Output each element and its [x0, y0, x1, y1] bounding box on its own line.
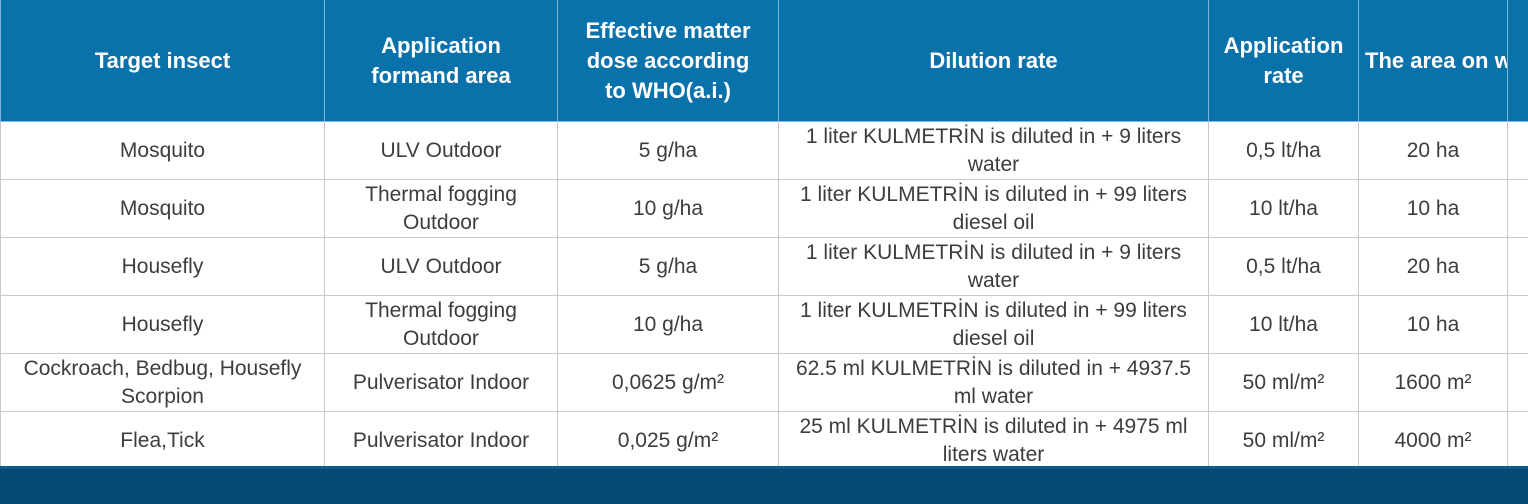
cell-dose: 0,0625 g/m² [557, 353, 779, 412]
cell-application-rate: 0,5 lt/ha [1208, 237, 1359, 296]
cell-extra [1507, 353, 1528, 412]
cell-dose: 5 g/ha [557, 121, 779, 180]
cell-application-rate: 50 ml/m² [1208, 353, 1359, 412]
cell-target-insect: Mosquito [0, 121, 325, 180]
header-area-per-liter: The area on which 1 lt of insecticide is… [1358, 0, 1508, 122]
cell-area: 10 ha [1358, 295, 1508, 354]
header-application-rate: Application rate [1208, 0, 1359, 122]
table-row: Flea,Tick Pulverisator Indoor 0,025 g/m²… [0, 411, 1528, 470]
cell-dose: 10 g/ha [557, 179, 779, 238]
header-target-insect: Target insect [0, 0, 325, 122]
footer-bar [0, 466, 1528, 504]
cell-application-area: Pulverisator Indoor [324, 411, 558, 470]
cell-target-insect: Housefly [0, 237, 325, 296]
cell-dilution-rate: 1 liter KULMETRİN is diluted in + 99 lit… [778, 295, 1209, 354]
cell-application-rate: 0,5 lt/ha [1208, 121, 1359, 180]
header-dilution-rate: Dilution rate [778, 0, 1209, 122]
table-row: Cockroach, Bedbug, Housefly Scorpion Pul… [0, 353, 1528, 412]
cell-area: 20 ha [1358, 237, 1508, 296]
cell-extra [1507, 295, 1528, 354]
cell-application-rate: 10 lt/ha [1208, 179, 1359, 238]
cell-area: 20 ha [1358, 121, 1508, 180]
header-effective-matter-dose: Effective matter dose according to WHO(a… [557, 0, 779, 122]
cell-dilution-rate: 1 liter KULMETRİN is diluted in + 99 lit… [778, 179, 1209, 238]
table-row: Mosquito Thermal fogging Outdoor 10 g/ha… [0, 179, 1528, 238]
cell-dose: 0,025 g/m² [557, 411, 779, 470]
cell-application-area: ULV Outdoor [324, 121, 558, 180]
cell-extra [1507, 411, 1528, 470]
cell-dilution-rate: 1 liter KULMETRİN is diluted in + 9 lite… [778, 237, 1209, 296]
cell-application-area: ULV Outdoor [324, 237, 558, 296]
cell-extra [1507, 179, 1528, 238]
cell-target-insect: Housefly [0, 295, 325, 354]
table-row: Housefly Thermal fogging Outdoor 10 g/ha… [0, 295, 1528, 354]
table-row: Mosquito ULV Outdoor 5 g/ha 1 liter KULM… [0, 121, 1528, 180]
cell-area: 4000 m² [1358, 411, 1508, 470]
cell-target-insect: Flea,Tick [0, 411, 325, 470]
cell-application-area: Pulverisator Indoor [324, 353, 558, 412]
cell-area: 10 ha [1358, 179, 1508, 238]
footer-divider [0, 466, 1528, 469]
table-row: Housefly ULV Outdoor 5 g/ha 1 liter KULM… [0, 237, 1528, 296]
cell-application-area: Thermal fogging Outdoor [324, 179, 558, 238]
header-row: Target insect Application formand area E… [0, 0, 1528, 122]
cell-target-insect: Mosquito [0, 179, 325, 238]
header-extra [1507, 0, 1528, 122]
cell-target-insect: Cockroach, Bedbug, Housefly Scorpion [0, 353, 325, 412]
cell-dilution-rate: 1 liter KULMETRİN is diluted in + 9 lite… [778, 121, 1209, 180]
header-application-form-area: Application formand area [324, 0, 558, 122]
cell-area: 1600 m² [1358, 353, 1508, 412]
cell-dilution-rate: 62.5 ml KULMETRİN is diluted in + 4937.5… [778, 353, 1209, 412]
cell-application-rate: 10 lt/ha [1208, 295, 1359, 354]
cell-application-area: Thermal fogging Outdoor [324, 295, 558, 354]
cell-dilution-rate: 25 ml KULMETRİN is diluted in + 4975 ml … [778, 411, 1209, 470]
cell-extra [1507, 121, 1528, 180]
cell-dose: 10 g/ha [557, 295, 779, 354]
cell-dose: 5 g/ha [557, 237, 779, 296]
cell-extra [1507, 237, 1528, 296]
cell-application-rate: 50 ml/m² [1208, 411, 1359, 470]
dosage-table: Target insect Application formand area E… [0, 0, 1528, 470]
